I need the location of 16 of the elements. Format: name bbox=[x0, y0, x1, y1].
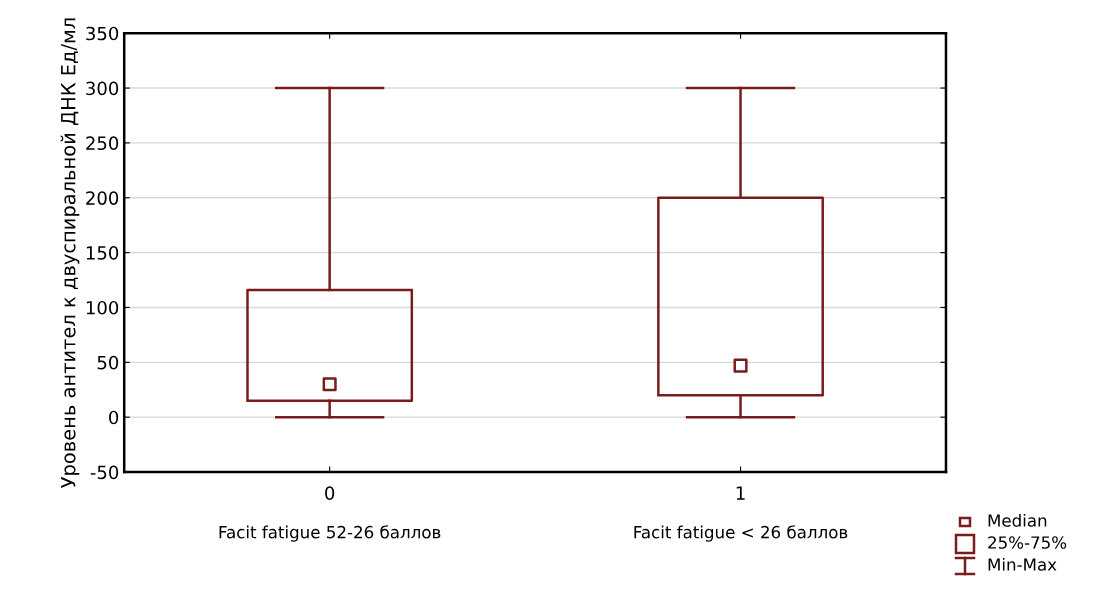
text: Min-Max bbox=[988, 557, 1057, 571]
y-axis-title: Уровень антител к двуспиральной ДНК Ед/мл bbox=[60, 18, 80, 489]
y-tick-label: 100 bbox=[86, 300, 119, 315]
text: Median bbox=[988, 513, 1047, 527]
y-tick-label: -50 bbox=[90, 465, 119, 480]
y-tick-label: 300 bbox=[86, 81, 119, 96]
text: Facit fatigue < 26 баллов bbox=[634, 525, 848, 542]
y-tick-label: 50 bbox=[97, 355, 119, 370]
y-tick-label: 0 bbox=[109, 410, 119, 425]
text: Facit fatigue 52-26 баллов bbox=[219, 525, 441, 542]
y-tick-label: 150 bbox=[86, 246, 119, 260]
x-tick-label: 1 bbox=[736, 486, 745, 500]
y-tick-label: 200 bbox=[86, 191, 119, 205]
text: 25%-75% bbox=[988, 536, 1067, 549]
y-tick-label: 250 bbox=[86, 136, 119, 151]
y-tick-label: 350 bbox=[86, 26, 119, 41]
